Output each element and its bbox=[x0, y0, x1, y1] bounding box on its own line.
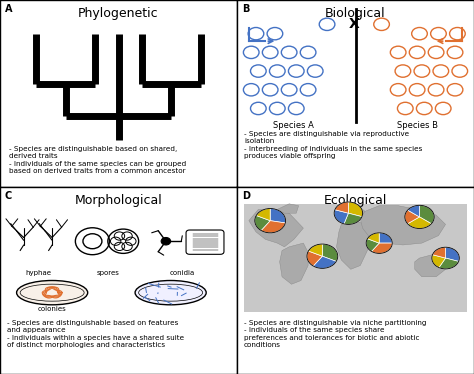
Circle shape bbox=[161, 237, 171, 245]
Wedge shape bbox=[432, 247, 446, 258]
Wedge shape bbox=[367, 233, 379, 243]
Wedge shape bbox=[408, 205, 419, 217]
Text: - Species are distinguishable via reproductive
isolation
- Interbreeding of indi: - Species are distinguishable via reprod… bbox=[244, 131, 422, 159]
Polygon shape bbox=[249, 209, 303, 247]
Wedge shape bbox=[270, 209, 285, 223]
Text: - Species are distinguishable via niche partitioning
- Individuals of the same s: - Species are distinguishable via niche … bbox=[244, 320, 427, 348]
Text: Species B: Species B bbox=[397, 120, 438, 130]
Wedge shape bbox=[255, 215, 270, 230]
Wedge shape bbox=[372, 243, 392, 253]
Wedge shape bbox=[446, 247, 459, 261]
Text: Species A: Species A bbox=[273, 120, 314, 130]
Wedge shape bbox=[432, 255, 446, 267]
Ellipse shape bbox=[135, 280, 206, 305]
Polygon shape bbox=[415, 254, 446, 277]
Wedge shape bbox=[261, 221, 285, 233]
Wedge shape bbox=[419, 205, 434, 224]
Bar bbox=[244, 204, 467, 312]
Wedge shape bbox=[379, 233, 392, 243]
Wedge shape bbox=[344, 213, 362, 224]
Text: - Species are distinguishable based on features
and appearance
- Individuals wit: - Species are distinguishable based on f… bbox=[7, 320, 184, 348]
Text: conidia: conidia bbox=[170, 270, 195, 276]
Text: X: X bbox=[349, 17, 360, 31]
Wedge shape bbox=[322, 244, 337, 261]
Text: D: D bbox=[242, 191, 250, 201]
Polygon shape bbox=[337, 221, 370, 269]
Wedge shape bbox=[307, 251, 322, 266]
Wedge shape bbox=[256, 209, 270, 221]
Text: spores: spores bbox=[96, 270, 119, 276]
Text: - Species are distinguishable based on shared,
derived traits
- Individuals of t: - Species are distinguishable based on s… bbox=[9, 146, 187, 174]
Text: Morphological: Morphological bbox=[74, 194, 163, 208]
Polygon shape bbox=[341, 208, 365, 223]
Wedge shape bbox=[309, 244, 322, 256]
Ellipse shape bbox=[17, 280, 88, 305]
Polygon shape bbox=[277, 204, 299, 213]
Text: hyphae: hyphae bbox=[25, 270, 51, 276]
Text: colonies: colonies bbox=[38, 306, 66, 312]
Text: A: A bbox=[5, 4, 12, 14]
Wedge shape bbox=[348, 202, 363, 217]
Polygon shape bbox=[360, 206, 446, 245]
Wedge shape bbox=[405, 210, 419, 224]
Text: Biological: Biological bbox=[325, 7, 386, 21]
Polygon shape bbox=[280, 243, 308, 284]
Wedge shape bbox=[313, 256, 336, 268]
Text: Phylogenetic: Phylogenetic bbox=[78, 7, 159, 21]
Text: B: B bbox=[242, 4, 249, 14]
Text: C: C bbox=[5, 191, 12, 201]
Text: Ecological: Ecological bbox=[324, 194, 387, 208]
Wedge shape bbox=[335, 202, 348, 213]
Wedge shape bbox=[366, 239, 379, 251]
Wedge shape bbox=[334, 210, 348, 224]
Wedge shape bbox=[439, 258, 459, 269]
Wedge shape bbox=[408, 217, 431, 229]
